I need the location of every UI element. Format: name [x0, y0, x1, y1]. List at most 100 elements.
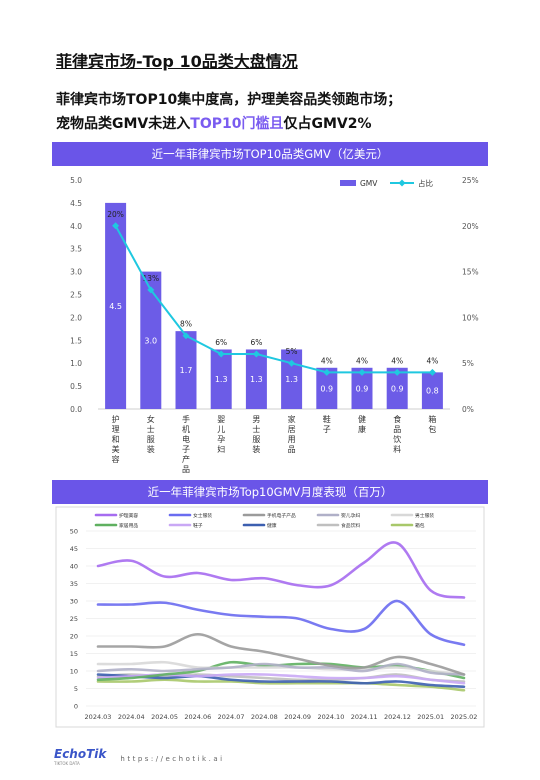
y-tick-label: 3.5	[70, 245, 82, 254]
x-tick-label: 食品饮料	[393, 414, 401, 454]
y-tick-label: 15	[70, 650, 78, 658]
chart-title: 近一年菲律宾市场Top10GMV月度表现（百万）	[52, 480, 488, 504]
share-value-label: 6%	[250, 338, 262, 347]
y-tick-label: 50	[70, 528, 78, 536]
logo-text: EchoTik	[54, 747, 107, 761]
share-value-label: 4%	[391, 356, 403, 365]
monthly-gmv-chart-panel: 近一年菲律宾市场Top10GMV月度表现（百万） 0 5 10 15 20 25 30 35 4…	[52, 480, 488, 730]
subtitle-text-a: 宠物品类GMV未进入	[56, 116, 191, 132]
x-tick-label: 2024.12	[384, 713, 411, 721]
bar-value-label: 1.3	[215, 375, 228, 384]
subtitle-line-2: 宠物品类GMV未进入TOP10门槛且仅占GMV2%	[56, 112, 496, 136]
y2-tick-label: 10%	[462, 313, 479, 322]
share-value-label: 13%	[142, 274, 159, 283]
x-tick-label: 男士服装	[252, 415, 260, 454]
footer: EchoTik TIKTOK DATA https://echotik.ai	[54, 748, 225, 766]
subtitle-text-c: 仅占GMV2%	[283, 116, 372, 132]
share-marker	[393, 368, 401, 376]
x-tick-label: 2025.01	[417, 713, 444, 721]
share-value-label: 8%	[180, 320, 192, 329]
y-tick-label: 40	[70, 563, 78, 571]
y-tick-label: 25	[70, 615, 78, 623]
series-line	[96, 673, 466, 683]
page-title: 菲律宾市场-Top 10品类大盘情况	[56, 52, 298, 71]
share-marker	[252, 350, 260, 358]
y-tick-label: 4.0	[70, 222, 82, 231]
legend-label: 家居用品	[119, 522, 138, 529]
legend-label: 食品饮料	[341, 522, 360, 529]
legend-label: 婴儿孕妇	[341, 512, 360, 519]
share-marker	[288, 359, 296, 367]
gmv-bar	[351, 367, 373, 409]
y-tick-label: 1.5	[70, 336, 82, 345]
series-line	[96, 541, 466, 599]
legend-label: 手机电子产品	[267, 512, 296, 519]
gmv-bar	[421, 372, 443, 409]
y-tick-label: 0.0	[70, 405, 82, 414]
y-tick-label: 0	[74, 703, 78, 711]
logo-subtext: TIKTOK DATA	[54, 761, 80, 766]
share-value-label: 20%	[107, 210, 124, 219]
series-line	[96, 599, 466, 647]
y-tick-label: 10	[70, 668, 78, 676]
y-tick-label: 30	[70, 598, 78, 606]
x-tick-label: 2024.07	[218, 713, 245, 721]
y-tick-label: 5.0	[70, 176, 82, 185]
legend-label-share: 占比	[418, 178, 433, 188]
page-subtitle: 菲律宾市场TOP10集中度高，护理美容品类领跑市场； 宠物品类GMV未进入TOP…	[56, 88, 496, 136]
x-tick-label: 2024.04	[118, 713, 145, 721]
y-tick-label: 20	[70, 633, 78, 641]
echotik-logo: EchoTik TIKTOK DATA	[54, 748, 106, 766]
y-tick-label: 1.0	[70, 359, 82, 368]
bar-value-label: 1.7	[180, 366, 193, 375]
x-tick-label: 2024.10	[317, 713, 344, 721]
share-marker	[147, 286, 155, 294]
share-value-label: 6%	[215, 338, 227, 347]
series-line	[96, 678, 466, 692]
legend-marker-share	[398, 179, 406, 187]
x-tick-label: 2024.09	[284, 713, 311, 721]
legend-label: 女士服装	[193, 512, 212, 519]
share-value-label: 4%	[426, 356, 438, 365]
x-tick-label: 女士服装	[147, 414, 155, 454]
share-marker	[112, 222, 120, 230]
x-tick-label: 箱包	[428, 414, 436, 434]
x-tick-label: 2025.02	[451, 713, 478, 721]
series-line	[96, 660, 466, 676]
x-tick-label: 2024.03	[85, 713, 112, 721]
bar-value-label: 3.0	[144, 336, 157, 345]
share-line	[114, 225, 433, 374]
x-tick-label: 家居用品	[288, 414, 296, 454]
x-tick-label: 鞋子	[323, 414, 331, 434]
legend-label: 健康	[267, 522, 277, 529]
x-tick-label: 2024.06	[184, 713, 211, 721]
y-tick-label: 2.5	[70, 291, 82, 300]
chart-title: 近一年菲律宾市场TOP10品类GMV（亿美元）	[52, 142, 488, 166]
legend-label-gmv: GMV	[360, 179, 378, 188]
legend-label: 护理美容	[119, 512, 138, 519]
y2-tick-label: 5%	[462, 359, 474, 368]
bar-value-label: 1.3	[285, 375, 298, 384]
gmv-bar	[105, 202, 127, 409]
category-gmv-chart-panel: 近一年菲律宾市场TOP10品类GMV（亿美元） 0.0 0.5 1.0 1.5 2.0 2…	[52, 142, 488, 476]
y2-tick-label: 20%	[462, 222, 479, 231]
x-tick-label: 手机电子产品	[182, 414, 190, 474]
y-tick-label: 45	[70, 545, 78, 553]
bar-value-label: 0.9	[356, 384, 369, 393]
share-marker	[428, 368, 436, 376]
gmv-bar	[245, 349, 267, 409]
share-value-label: 5%	[286, 347, 298, 356]
share-marker	[217, 350, 225, 358]
legend-label: 男士服装	[415, 512, 434, 519]
footer-url[interactable]: https://echotik.ai	[120, 755, 225, 763]
bar-value-label: 1.3	[250, 375, 263, 384]
series-line	[96, 632, 466, 676]
y2-tick-label: 15%	[462, 268, 479, 277]
share-value-label: 4%	[321, 356, 333, 365]
y-tick-label: 4.5	[70, 199, 82, 208]
gmv-bar	[386, 367, 408, 409]
subtitle-highlight: TOP10门槛且	[190, 116, 284, 132]
gmv-bar	[210, 349, 232, 409]
subtitle-line-1: 菲律宾市场TOP10集中度高，护理美容品类领跑市场；	[56, 92, 402, 108]
series-line	[96, 673, 466, 689]
